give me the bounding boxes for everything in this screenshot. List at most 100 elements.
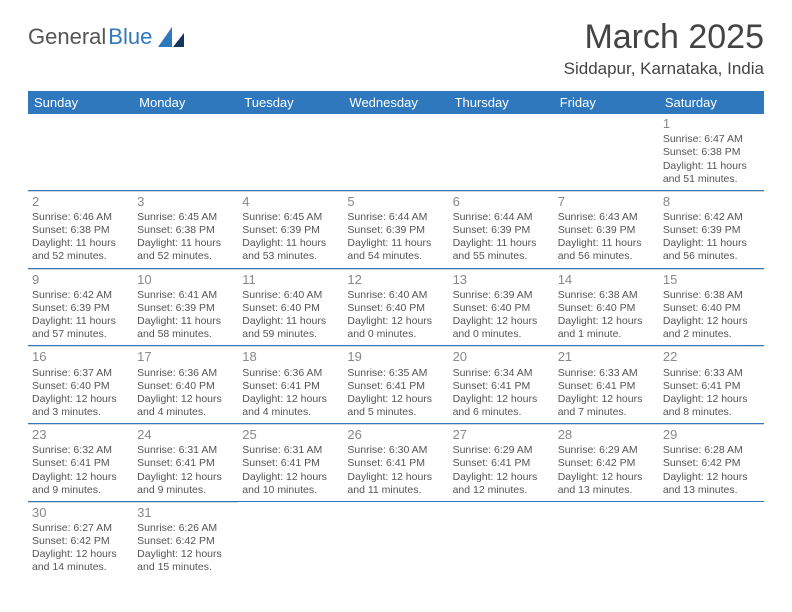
sunrise-text: Sunrise: 6:45 AM bbox=[242, 211, 339, 224]
sunrise-text: Sunrise: 6:44 AM bbox=[347, 211, 444, 224]
daylight-text: Daylight: 11 hours and 59 minutes. bbox=[242, 315, 339, 341]
calendar-week-row: 2Sunrise: 6:46 AMSunset: 6:38 PMDaylight… bbox=[28, 191, 764, 269]
calendar-week-row: 9Sunrise: 6:42 AMSunset: 6:39 PMDaylight… bbox=[28, 269, 764, 347]
month-title: March 2025 bbox=[564, 18, 764, 57]
calendar-cell: 12Sunrise: 6:40 AMSunset: 6:40 PMDayligh… bbox=[343, 269, 448, 346]
day-number: 11 bbox=[242, 272, 339, 288]
calendar-cell: 15Sunrise: 6:38 AMSunset: 6:40 PMDayligh… bbox=[659, 269, 764, 346]
sunset-text: Sunset: 6:42 PM bbox=[32, 535, 129, 548]
daylight-text: Daylight: 12 hours and 4 minutes. bbox=[242, 393, 339, 419]
sunset-text: Sunset: 6:38 PM bbox=[137, 224, 234, 237]
daylight-text: Daylight: 12 hours and 8 minutes. bbox=[663, 393, 760, 419]
daylight-text: Daylight: 12 hours and 13 minutes. bbox=[558, 471, 655, 497]
title-block: March 2025 Siddapur, Karnataka, India bbox=[564, 18, 764, 79]
daylight-text: Daylight: 12 hours and 2 minutes. bbox=[663, 315, 760, 341]
sunrise-text: Sunrise: 6:29 AM bbox=[453, 444, 550, 457]
daylight-text: Daylight: 11 hours and 53 minutes. bbox=[242, 237, 339, 263]
sunrise-text: Sunrise: 6:27 AM bbox=[32, 522, 129, 535]
day-number: 9 bbox=[32, 272, 129, 288]
daylight-text: Daylight: 11 hours and 51 minutes. bbox=[663, 160, 760, 186]
day-number: 15 bbox=[663, 272, 760, 288]
calendar-cell bbox=[659, 502, 764, 579]
sunset-text: Sunset: 6:40 PM bbox=[347, 302, 444, 315]
sunset-text: Sunset: 6:40 PM bbox=[558, 302, 655, 315]
sunrise-text: Sunrise: 6:30 AM bbox=[347, 444, 444, 457]
daylight-text: Daylight: 12 hours and 1 minute. bbox=[558, 315, 655, 341]
day-number: 6 bbox=[453, 194, 550, 210]
day-number: 19 bbox=[347, 349, 444, 365]
calendar-cell: 18Sunrise: 6:36 AMSunset: 6:41 PMDayligh… bbox=[238, 346, 343, 423]
daylight-text: Daylight: 11 hours and 55 minutes. bbox=[453, 237, 550, 263]
calendar-cell: 20Sunrise: 6:34 AMSunset: 6:41 PMDayligh… bbox=[449, 346, 554, 423]
day-number: 24 bbox=[137, 427, 234, 443]
weekday-header: Sunday bbox=[28, 91, 133, 114]
daylight-text: Daylight: 11 hours and 54 minutes. bbox=[347, 237, 444, 263]
calendar-body: 1Sunrise: 6:47 AMSunset: 6:38 PMDaylight… bbox=[28, 114, 764, 579]
calendar-cell: 27Sunrise: 6:29 AMSunset: 6:41 PMDayligh… bbox=[449, 424, 554, 501]
sunset-text: Sunset: 6:41 PM bbox=[663, 380, 760, 393]
calendar-cell: 23Sunrise: 6:32 AMSunset: 6:41 PMDayligh… bbox=[28, 424, 133, 501]
sunset-text: Sunset: 6:40 PM bbox=[32, 380, 129, 393]
calendar-cell: 21Sunrise: 6:33 AMSunset: 6:41 PMDayligh… bbox=[554, 346, 659, 423]
calendar-week-row: 23Sunrise: 6:32 AMSunset: 6:41 PMDayligh… bbox=[28, 424, 764, 502]
daylight-text: Daylight: 12 hours and 11 minutes. bbox=[347, 471, 444, 497]
calendar-cell: 19Sunrise: 6:35 AMSunset: 6:41 PMDayligh… bbox=[343, 346, 448, 423]
sunset-text: Sunset: 6:41 PM bbox=[453, 380, 550, 393]
calendar-cell: 16Sunrise: 6:37 AMSunset: 6:40 PMDayligh… bbox=[28, 346, 133, 423]
sunrise-text: Sunrise: 6:40 AM bbox=[242, 289, 339, 302]
calendar-cell bbox=[449, 502, 554, 579]
sunset-text: Sunset: 6:41 PM bbox=[558, 380, 655, 393]
calendar-cell: 6Sunrise: 6:44 AMSunset: 6:39 PMDaylight… bbox=[449, 191, 554, 268]
daylight-text: Daylight: 12 hours and 15 minutes. bbox=[137, 548, 234, 574]
sunrise-text: Sunrise: 6:31 AM bbox=[137, 444, 234, 457]
calendar-cell: 30Sunrise: 6:27 AMSunset: 6:42 PMDayligh… bbox=[28, 502, 133, 579]
sunset-text: Sunset: 6:39 PM bbox=[558, 224, 655, 237]
day-number: 25 bbox=[242, 427, 339, 443]
calendar-cell bbox=[343, 502, 448, 579]
daylight-text: Daylight: 12 hours and 7 minutes. bbox=[558, 393, 655, 419]
day-number: 31 bbox=[137, 505, 234, 521]
sunset-text: Sunset: 6:39 PM bbox=[137, 302, 234, 315]
calendar-cell: 5Sunrise: 6:44 AMSunset: 6:39 PMDaylight… bbox=[343, 191, 448, 268]
calendar-cell: 11Sunrise: 6:40 AMSunset: 6:40 PMDayligh… bbox=[238, 269, 343, 346]
day-number: 16 bbox=[32, 349, 129, 365]
daylight-text: Daylight: 12 hours and 14 minutes. bbox=[32, 548, 129, 574]
sunset-text: Sunset: 6:41 PM bbox=[453, 457, 550, 470]
day-number: 12 bbox=[347, 272, 444, 288]
weekday-header: Saturday bbox=[659, 91, 764, 114]
sunrise-text: Sunrise: 6:46 AM bbox=[32, 211, 129, 224]
day-number: 18 bbox=[242, 349, 339, 365]
day-number: 26 bbox=[347, 427, 444, 443]
sunrise-text: Sunrise: 6:47 AM bbox=[663, 133, 760, 146]
sunset-text: Sunset: 6:41 PM bbox=[242, 457, 339, 470]
calendar-cell bbox=[343, 114, 448, 190]
sunset-text: Sunset: 6:40 PM bbox=[453, 302, 550, 315]
calendar-cell: 17Sunrise: 6:36 AMSunset: 6:40 PMDayligh… bbox=[133, 346, 238, 423]
weekday-header: Wednesday bbox=[343, 91, 448, 114]
sunrise-text: Sunrise: 6:28 AM bbox=[663, 444, 760, 457]
sunset-text: Sunset: 6:39 PM bbox=[32, 302, 129, 315]
day-number: 20 bbox=[453, 349, 550, 365]
calendar-cell bbox=[554, 114, 659, 190]
calendar-cell: 14Sunrise: 6:38 AMSunset: 6:40 PMDayligh… bbox=[554, 269, 659, 346]
calendar-cell bbox=[28, 114, 133, 190]
calendar-week-row: 1Sunrise: 6:47 AMSunset: 6:38 PMDaylight… bbox=[28, 114, 764, 191]
day-number: 7 bbox=[558, 194, 655, 210]
calendar-cell bbox=[554, 502, 659, 579]
daylight-text: Daylight: 11 hours and 56 minutes. bbox=[663, 237, 760, 263]
calendar-cell: 29Sunrise: 6:28 AMSunset: 6:42 PMDayligh… bbox=[659, 424, 764, 501]
daylight-text: Daylight: 12 hours and 13 minutes. bbox=[663, 471, 760, 497]
calendar-cell: 26Sunrise: 6:30 AMSunset: 6:41 PMDayligh… bbox=[343, 424, 448, 501]
sunrise-text: Sunrise: 6:34 AM bbox=[453, 367, 550, 380]
daylight-text: Daylight: 11 hours and 52 minutes. bbox=[137, 237, 234, 263]
daylight-text: Daylight: 12 hours and 12 minutes. bbox=[453, 471, 550, 497]
calendar-cell: 22Sunrise: 6:33 AMSunset: 6:41 PMDayligh… bbox=[659, 346, 764, 423]
logo-text-general: General bbox=[28, 24, 106, 50]
calendar-cell: 25Sunrise: 6:31 AMSunset: 6:41 PMDayligh… bbox=[238, 424, 343, 501]
sunrise-text: Sunrise: 6:36 AM bbox=[242, 367, 339, 380]
sunset-text: Sunset: 6:39 PM bbox=[663, 224, 760, 237]
location-text: Siddapur, Karnataka, India bbox=[564, 59, 764, 79]
calendar-cell: 24Sunrise: 6:31 AMSunset: 6:41 PMDayligh… bbox=[133, 424, 238, 501]
daylight-text: Daylight: 11 hours and 52 minutes. bbox=[32, 237, 129, 263]
sunset-text: Sunset: 6:41 PM bbox=[137, 457, 234, 470]
